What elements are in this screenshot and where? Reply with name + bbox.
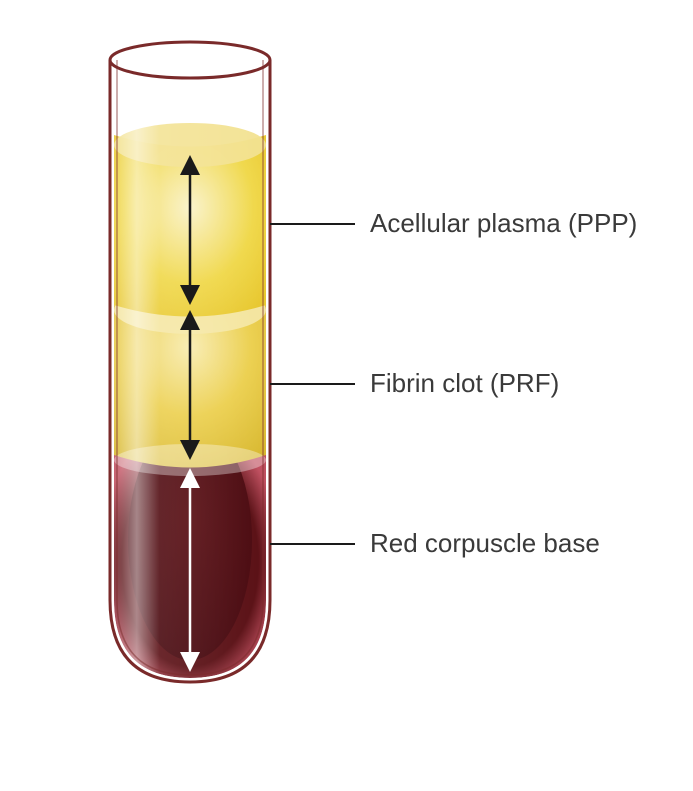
test-tube-diagram: Acellular plasma (PPP) Fibrin clot (PRF)… [0, 0, 693, 786]
prf-label: Fibrin clot (PRF) [370, 368, 559, 399]
rbc-label: Red corpuscle base [370, 528, 600, 559]
ppp-label: Acellular plasma (PPP) [370, 208, 637, 239]
tube-svg [0, 0, 693, 786]
